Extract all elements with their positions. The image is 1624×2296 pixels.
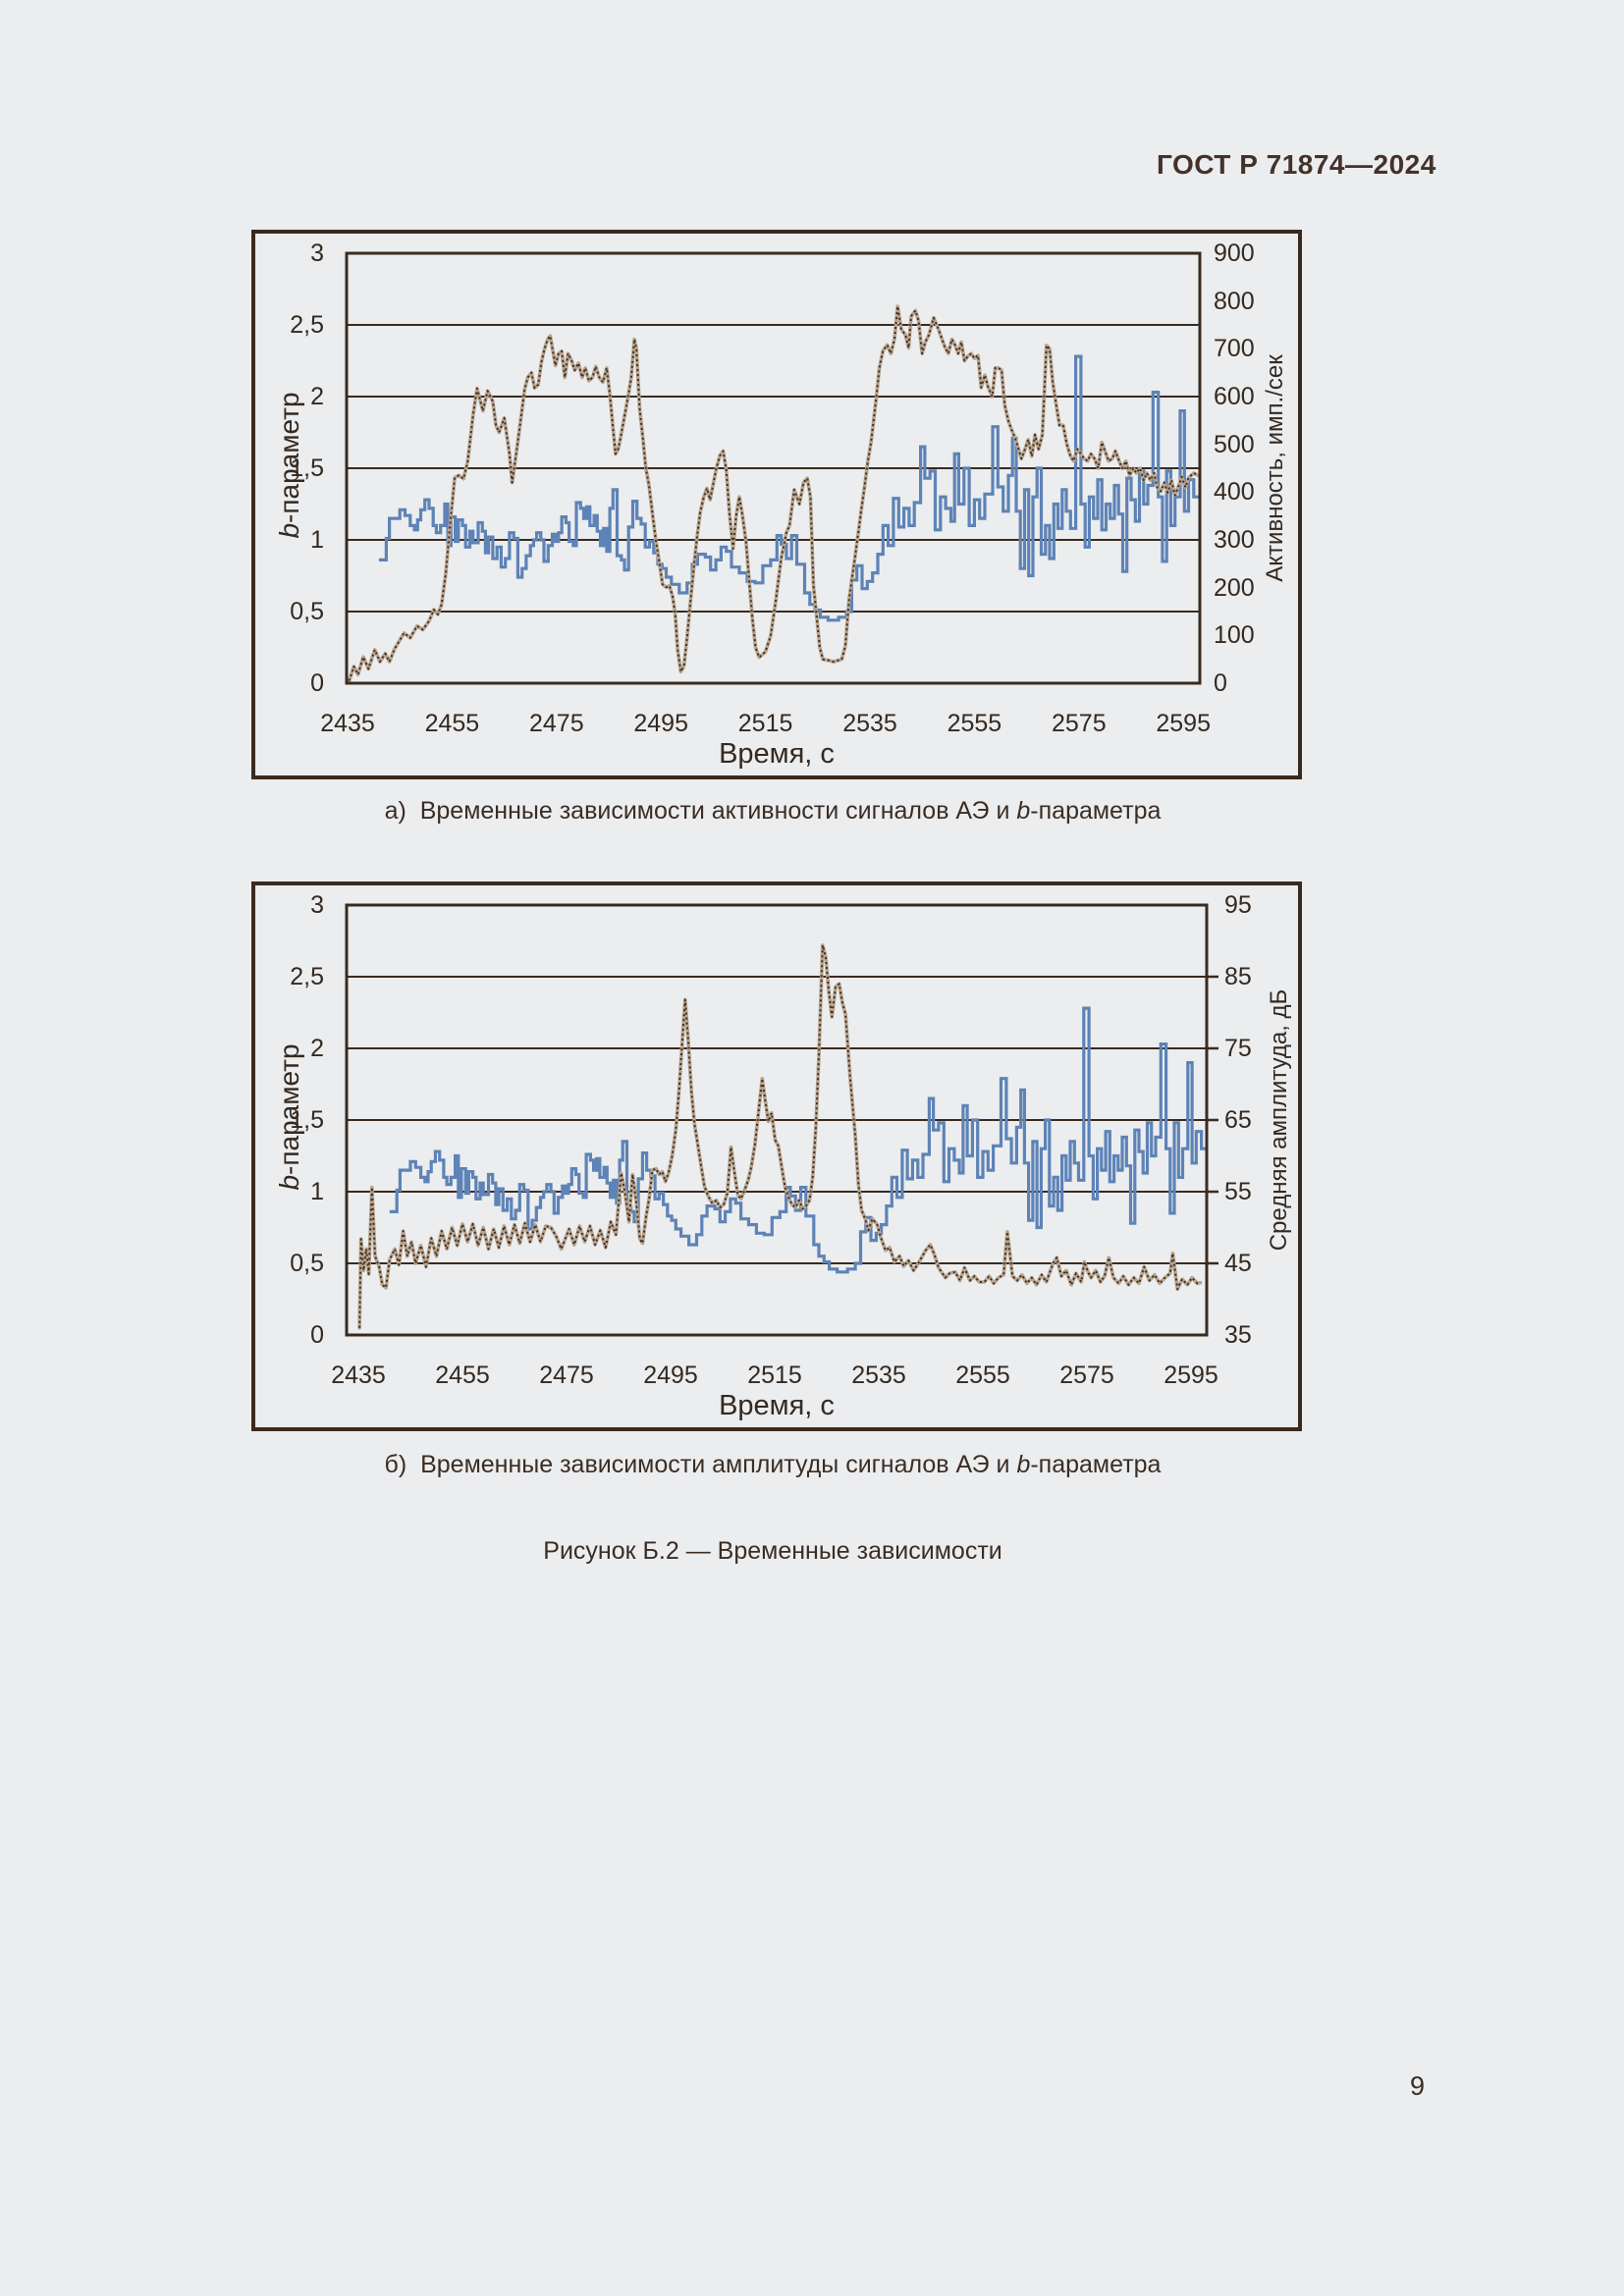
left-axis-tick-label: 2 xyxy=(310,383,324,410)
page-number: 9 xyxy=(1410,2071,1426,2101)
left-axis-tick-label: 2 xyxy=(310,1035,324,1062)
x-axis-tick-label: 2555 xyxy=(947,710,1002,737)
right-axis-tick-label: 45 xyxy=(1224,1250,1252,1277)
right-axis-tick-label: 35 xyxy=(1224,1321,1252,1349)
left-axis-tick-label: 1,5 xyxy=(290,454,324,482)
series-noisy-dots xyxy=(358,943,1201,1328)
left-axis-tick-label: 0,5 xyxy=(290,1250,324,1277)
left-axis-tick-label: 0 xyxy=(310,1321,324,1349)
x-axis-tick-label: 2475 xyxy=(528,710,584,737)
caption-chart-a: а) Временные зависимости активности сигн… xyxy=(384,797,1162,825)
right-axis-tick-label: 700 xyxy=(1214,335,1255,363)
right-axis-tick-label: 800 xyxy=(1214,287,1255,315)
x-axis-tick-label: 2555 xyxy=(955,1362,1010,1389)
left-axis-tick-label: 1 xyxy=(310,526,324,554)
right-axis-tick-label: 300 xyxy=(1214,526,1255,554)
x-axis-tick-label: 2455 xyxy=(435,1362,490,1389)
right-axis-tick-label: 85 xyxy=(1224,963,1252,990)
series-noisy-base xyxy=(347,304,1200,683)
x-axis-tick-label: 2575 xyxy=(1051,710,1107,737)
x-axis-tick-label: 2595 xyxy=(1156,710,1211,737)
left-axis-tick-label: 3 xyxy=(310,240,324,267)
left-axis-tick-label: 2,5 xyxy=(290,311,324,339)
plot-border xyxy=(345,251,1202,685)
x-axis-tick-label: 2455 xyxy=(424,710,480,737)
chart-activity-vs-bparam: b-параметр Активность, имп./сек Время, с… xyxy=(251,230,1302,779)
chart-b-plot xyxy=(345,903,1218,1337)
x-axis-tick-label: 2475 xyxy=(539,1362,594,1389)
x-axis-tick-label: 2535 xyxy=(851,1362,906,1389)
chart-a-x-axis-title: Время, с xyxy=(719,738,835,770)
right-axis-tick-label: 65 xyxy=(1224,1106,1252,1134)
right-axis-tick-label: 500 xyxy=(1214,430,1255,458)
x-axis-tick-label: 2495 xyxy=(633,710,688,737)
left-axis-tick-label: 1 xyxy=(310,1178,324,1205)
caption-chart-b: б) Временные зависимости амплитуды сигна… xyxy=(384,1451,1162,1478)
x-axis-tick-label: 2435 xyxy=(331,1362,386,1389)
right-axis-tick-label: 75 xyxy=(1224,1035,1252,1062)
x-axis-tick-label: 2495 xyxy=(643,1362,698,1389)
chart-a-plot xyxy=(345,251,1202,685)
document-header: ГОСТ Р 71874—2024 xyxy=(1157,149,1436,180)
right-axis-tick-label: 900 xyxy=(1214,240,1255,267)
x-axis-tick-label: 2575 xyxy=(1059,1362,1114,1389)
right-axis-tick-label: 400 xyxy=(1214,478,1255,507)
left-axis-tick-label: 2,5 xyxy=(290,963,324,990)
x-axis-tick-label: 2535 xyxy=(842,710,897,737)
chart-amplitude-vs-bparam: b-параметр Средняя амплитуда, дБ Время, … xyxy=(251,881,1302,1431)
series-b-param xyxy=(378,354,1200,622)
figure-caption: Рисунок Б.2 — Временные зависимости xyxy=(543,1537,1002,1565)
x-axis-tick-label: 2595 xyxy=(1164,1362,1218,1389)
left-axis-tick-label: 0,5 xyxy=(290,598,324,625)
right-axis-tick-label: 55 xyxy=(1224,1178,1252,1205)
x-axis-tick-label: 2515 xyxy=(747,1362,802,1389)
chart-b-x-axis-title: Время, с xyxy=(719,1390,835,1421)
right-axis-tick-label: 200 xyxy=(1214,573,1255,602)
x-axis-tick-label: 2435 xyxy=(320,710,375,737)
left-axis-tick-label: 0 xyxy=(310,669,324,697)
right-axis-tick-label: 600 xyxy=(1214,383,1255,410)
x-axis-tick-label: 2515 xyxy=(737,710,793,737)
left-axis-tick-label: 1,5 xyxy=(290,1106,324,1134)
left-axis-tick-label: 3 xyxy=(310,891,324,919)
series-noisy-base xyxy=(357,943,1203,1330)
series-noisy-dots xyxy=(348,305,1199,681)
right-axis-tick-label: 100 xyxy=(1214,621,1255,650)
right-axis-tick-label: 0 xyxy=(1214,669,1227,697)
right-axis-tick-label: 95 xyxy=(1224,891,1252,919)
series-b-param xyxy=(389,1006,1207,1274)
